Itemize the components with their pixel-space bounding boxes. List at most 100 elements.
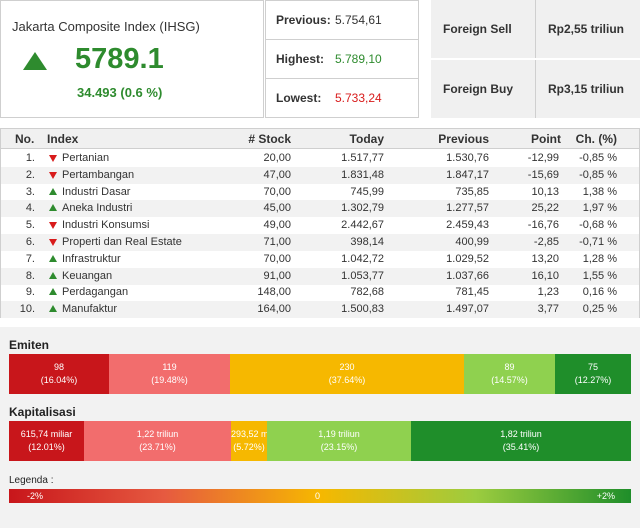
table-row: 3. Industri Dasar 70,00 745,99 735,85 10,13 1,…	[1, 184, 639, 201]
kapitalisasi-segment: 1,82 triliun (35.41%)	[411, 421, 631, 461]
col-today: Today	[349, 132, 384, 146]
cell-previous: 1.530,76	[446, 152, 489, 164]
cell-change: 1,38 %	[582, 185, 617, 198]
cell-point: -16,76	[527, 219, 559, 232]
cell-previous: 400,99	[455, 236, 489, 248]
cell-stock: 164,00	[257, 303, 291, 316]
triangle-down-icon	[49, 239, 57, 246]
cell-point: 13,20	[531, 252, 559, 265]
cell-previous: 735,85	[455, 185, 489, 198]
stat-lowest: Lowest: 5.733,24	[266, 79, 418, 118]
cell-stock: 71,00	[263, 236, 291, 248]
cell-today: 1.500,83	[341, 303, 384, 316]
emiten-segment: 75 (12.27%)	[555, 354, 631, 394]
cell-change: 1,97 %	[582, 202, 617, 215]
cell-stock: 148,00	[257, 286, 291, 299]
kapitalisasi-segment: 293,52 miliar (5.72%)	[231, 421, 267, 461]
col-previous: Previous	[438, 132, 489, 146]
stat-label: Previous:	[276, 13, 331, 27]
triangle-up-icon	[49, 271, 57, 279]
segment-percent: (12.01%)	[28, 442, 65, 452]
legend-title: Legenda :	[9, 475, 54, 486]
triangle-up-icon	[49, 204, 57, 212]
segment-value: 1,82 triliun	[500, 429, 542, 439]
kapitalisasi-segment: 1,19 triliun (23.15%)	[267, 421, 411, 461]
cell-no: 5.	[25, 219, 35, 232]
cell-previous: 1.029,52	[446, 252, 489, 265]
stat-value: 5.733,24	[335, 91, 382, 105]
cell-today: 745,99	[350, 185, 384, 198]
cell-previous: 1.277,57	[446, 202, 489, 215]
segment-value: 615,74 miliar	[20, 429, 73, 439]
cell-change: -0,68 %	[579, 219, 617, 232]
cell-stock: 45,00	[263, 202, 291, 215]
breadth-panel: Emiten 98 (16.04%) 119 (19.48%) 230 (37.64%) 8…	[0, 327, 640, 528]
cell-point: -15,69	[527, 168, 559, 181]
cell-index-name: Industri Konsumsi	[62, 219, 150, 232]
cell-today: 1.831,48	[341, 168, 384, 181]
cell-today: 1.517,77	[341, 152, 384, 164]
cell-point: -12,99	[527, 152, 559, 164]
cell-today: 1.302,79	[341, 202, 384, 215]
cell-previous: 2.459,43	[446, 219, 489, 232]
triangle-down-icon	[49, 171, 57, 179]
cell-change: -0,85 %	[579, 168, 617, 181]
cell-previous: 1.037,66	[446, 269, 489, 282]
cell-point: -2,85	[533, 236, 559, 248]
emiten-segment: 98 (16.04%)	[9, 354, 109, 394]
cell-no: 7.	[25, 252, 35, 265]
cell-point: 3,77	[537, 303, 559, 316]
segment-value: 293,52 miliar	[231, 429, 267, 439]
table-header: No. Index # Stock Today Previous Point C…	[1, 129, 639, 149]
foreign-sell-row: Foreign Sell Rp2,55 triliun	[431, 0, 640, 58]
stat-previous: Previous: 5.754,61	[266, 1, 418, 40]
kapitalisasi-title: Kapitalisasi	[9, 405, 76, 419]
emiten-segment: 119 (19.48%)	[109, 354, 230, 394]
stat-value: 5.789,10	[335, 52, 382, 66]
cell-stock: 49,00	[263, 219, 291, 232]
col-point: Point	[531, 132, 561, 146]
kapitalisasi-segment: 615,74 miliar (12.01%)	[9, 421, 84, 461]
stats-panel: Previous: 5.754,61 Highest: 5.789,10 Low…	[265, 0, 419, 118]
cell-index-name: Aneka Industri	[62, 202, 133, 215]
col-stock: # Stock	[248, 132, 291, 146]
cell-no: 2.	[25, 168, 35, 181]
segment-value: 230	[339, 362, 355, 372]
cell-index-name: Manufaktur	[62, 303, 118, 316]
foreign-buy-label: Foreign Buy	[443, 82, 514, 96]
stat-highest: Highest: 5.789,10	[266, 40, 418, 79]
triangle-up-icon	[49, 254, 57, 262]
segment-percent: (23.71%)	[139, 442, 176, 452]
cell-stock: 70,00	[263, 252, 291, 265]
emiten-bar: 98 (16.04%) 119 (19.48%) 230 (37.64%) 89 (14.57…	[9, 354, 631, 394]
cell-no: 9.	[25, 286, 35, 299]
cell-index-name: Keuangan	[62, 269, 113, 282]
cell-change: -0,71 %	[579, 236, 617, 248]
cell-no: 4.	[25, 202, 35, 215]
triangle-down-icon	[49, 155, 57, 162]
cell-today: 1.053,77	[341, 269, 384, 282]
legend-min: -2%	[27, 491, 44, 501]
stat-label: Highest:	[276, 52, 324, 66]
cell-no: 3.	[25, 185, 35, 198]
segment-percent: (16.04%)	[40, 375, 78, 385]
segment-percent: (37.64%)	[328, 375, 366, 385]
legend-mid: 0	[315, 491, 321, 501]
emiten-segment: 230 (37.64%)	[230, 354, 464, 394]
segment-percent: (23.15%)	[320, 442, 358, 452]
table-row: 2. Pertambangan 47,00 1.831,48 1.847,17 -15,6…	[1, 166, 639, 184]
cell-previous: 1.497,07	[446, 303, 489, 316]
cell-change: 1,55 %	[582, 269, 617, 282]
table-row: 7. Infrastruktur 70,00 1.042,72 1.029,52 13,2…	[1, 251, 639, 268]
cell-no: 10.	[19, 303, 35, 316]
segment-value: 1,19 triliun	[318, 429, 360, 439]
segment-percent: (5.72%)	[233, 442, 265, 452]
table-row: 6. Properti dan Real Estate 71,00 398,14 400…	[1, 234, 639, 251]
col-change: Ch. (%)	[575, 132, 617, 146]
cell-index-name: Industri Dasar	[62, 185, 131, 198]
foreign-buy-value: Rp3,15 triliun	[548, 82, 625, 96]
table-row: 1. Pertanian 20,00 1.517,77 1.530,76 -12,99 -0…	[1, 150, 639, 167]
stat-value: 5.754,61	[335, 13, 382, 27]
segment-value: 89	[504, 362, 515, 372]
table-row: 5. Industri Konsumsi 49,00 2.442,67 2.459,43…	[1, 217, 639, 234]
